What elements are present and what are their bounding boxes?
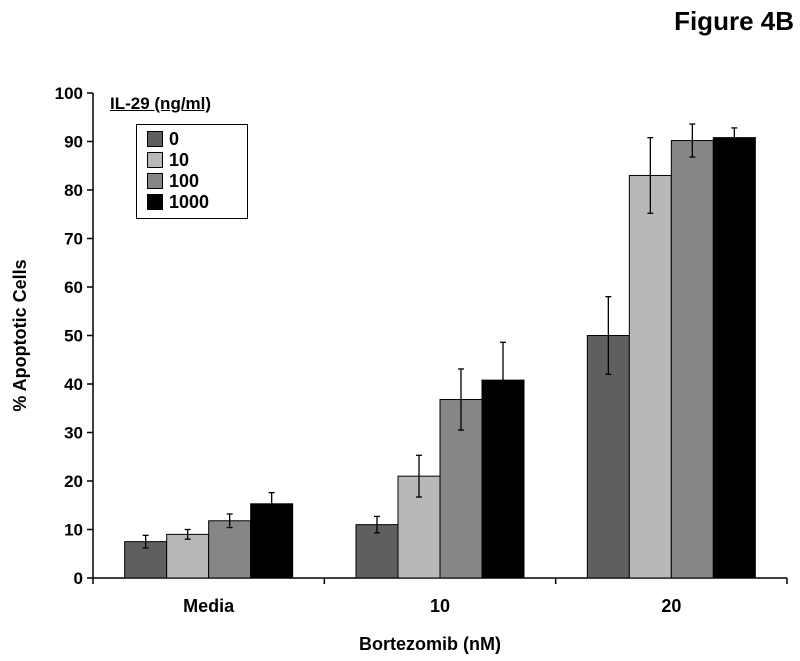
legend-swatch <box>147 173 163 189</box>
legend-label: 100 <box>169 170 200 191</box>
x-tick-label: Media <box>183 596 235 616</box>
y-tick-label: 40 <box>64 375 83 394</box>
y-tick-label: 50 <box>64 327 83 346</box>
x-tick-label: 20 <box>661 596 681 616</box>
legend-item: 100 <box>147 171 199 191</box>
y-tick-label: 70 <box>64 230 83 249</box>
legend-swatch <box>147 152 163 168</box>
y-tick-label: 80 <box>64 181 83 200</box>
y-tick-label: 30 <box>64 424 83 443</box>
bar <box>712 137 756 579</box>
x-tick-label: 10 <box>430 596 450 616</box>
legend-swatch <box>147 194 163 210</box>
bar <box>166 533 210 579</box>
bar <box>670 140 714 579</box>
legend-label: 0 <box>169 128 180 149</box>
legend-item: 0 <box>147 129 179 149</box>
y-tick-label: 0 <box>74 569 83 588</box>
y-tick-label: 20 <box>64 472 83 491</box>
bar <box>250 503 294 579</box>
x-axis-label: Bortezomib (nM) <box>359 634 501 654</box>
legend-swatch <box>147 131 163 147</box>
y-tick-label: 90 <box>64 133 83 152</box>
y-tick-label: 100 <box>55 84 83 103</box>
bar <box>208 520 252 579</box>
y-tick-label: 60 <box>64 278 83 297</box>
legend-label: 10 <box>169 149 190 170</box>
legend-title: IL-29 (ng/ml) <box>110 94 212 113</box>
figure-label: Figure 4B <box>674 6 794 36</box>
y-tick-label: 10 <box>64 521 83 540</box>
legend-item: 10 <box>147 150 189 170</box>
legend: 0 10 100 1000 <box>136 124 248 219</box>
legend-item: 1000 <box>147 192 209 212</box>
legend-label: 1000 <box>169 191 210 212</box>
y-axis-label: % Apoptotic Cells <box>10 259 30 411</box>
bar <box>628 174 672 579</box>
